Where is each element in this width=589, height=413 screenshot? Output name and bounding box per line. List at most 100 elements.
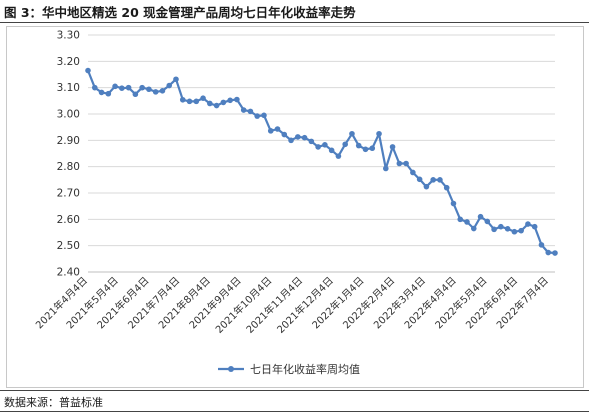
chart-frame xyxy=(6,26,584,388)
data-point xyxy=(308,138,315,145)
data-point xyxy=(545,249,552,256)
x-tick-label: 2022年7月4日 xyxy=(494,274,551,331)
data-point xyxy=(342,141,348,148)
data-point xyxy=(173,76,179,83)
x-tick-label: 2022年6月4日 xyxy=(463,274,520,331)
x-tick-label: 2021年9月4日 xyxy=(186,274,243,331)
data-point xyxy=(423,183,430,190)
figure-title: 图 3：华中地区精选 20 现金管理产品周均七日年化收益率走势 xyxy=(4,5,356,20)
data-point xyxy=(295,134,301,140)
data-point xyxy=(85,67,91,74)
data-point xyxy=(274,126,281,132)
data-point xyxy=(349,130,355,137)
data-point xyxy=(511,228,518,235)
data-point xyxy=(213,102,220,109)
data-point xyxy=(240,107,247,113)
data-point xyxy=(437,177,443,183)
data-source: 数据来源：普益标准 xyxy=(4,396,103,409)
y-tick-label: 3.10 xyxy=(57,82,80,94)
data-point xyxy=(396,160,403,167)
data-point xyxy=(179,96,186,103)
y-tick-label: 2.90 xyxy=(57,135,80,147)
data-point xyxy=(504,226,511,232)
data-point xyxy=(362,146,369,153)
y-tick-label: 2.70 xyxy=(57,188,80,200)
data-point xyxy=(538,242,545,248)
data-point xyxy=(443,184,450,191)
data-point xyxy=(376,130,382,137)
data-point xyxy=(247,108,254,115)
data-point xyxy=(410,169,416,176)
x-tick-label: 2021年4月4日 xyxy=(33,274,90,331)
y-tick-label: 2.80 xyxy=(57,161,80,173)
data-point xyxy=(281,131,288,138)
x-tick-label: 2021年5月4日 xyxy=(63,274,120,331)
x-tick-label: 2022年4月4日 xyxy=(401,274,458,331)
data-point xyxy=(98,89,105,96)
data-point xyxy=(112,83,118,90)
y-tick-label: 3.30 xyxy=(57,30,80,42)
y-tick-label: 3.00 xyxy=(57,109,80,121)
data-point xyxy=(491,226,497,233)
legend: 七日年化收益率周均值 xyxy=(218,362,360,376)
data-point xyxy=(125,84,132,91)
data-point xyxy=(132,91,139,98)
series-markers xyxy=(85,67,558,256)
source-rule xyxy=(0,390,589,391)
data-point xyxy=(464,219,470,225)
data-point xyxy=(403,160,409,167)
data-point xyxy=(267,128,274,134)
data-point xyxy=(389,144,396,150)
data-point xyxy=(193,98,200,105)
x-tick-label: 2022年1月4日 xyxy=(309,274,366,331)
data-point xyxy=(355,142,362,149)
data-point xyxy=(261,112,267,119)
y-tick-label: 2.60 xyxy=(57,214,80,226)
data-point xyxy=(152,89,159,95)
data-point xyxy=(234,96,240,103)
data-point xyxy=(200,95,206,101)
y-tick-label: 2.50 xyxy=(57,240,80,252)
title-rule xyxy=(0,22,589,23)
data-point xyxy=(220,99,227,106)
data-point xyxy=(382,165,389,172)
data-point xyxy=(484,218,491,225)
data-point xyxy=(430,177,436,183)
x-tick-label: 2021年7月4日 xyxy=(125,274,182,331)
data-point xyxy=(416,176,423,183)
data-point xyxy=(518,227,524,234)
x-tick-label: 2022年2月4日 xyxy=(340,274,397,331)
data-point xyxy=(207,100,213,107)
data-point xyxy=(91,84,98,91)
y-tick-label: 2.40 xyxy=(57,267,80,279)
y-tick-label: 3.20 xyxy=(57,56,80,68)
data-point xyxy=(477,213,484,220)
data-point xyxy=(369,145,376,152)
data-point xyxy=(335,153,342,159)
bottom-rule xyxy=(0,411,589,412)
gridlines xyxy=(88,34,555,273)
legend-marker xyxy=(228,366,234,372)
data-point xyxy=(159,88,166,94)
data-point xyxy=(552,250,558,256)
data-point xyxy=(105,90,112,97)
data-point xyxy=(322,142,328,148)
x-tick-label: 2021年6月4日 xyxy=(94,274,151,331)
data-point xyxy=(139,84,145,91)
x-tick-label: 2021年8月4日 xyxy=(156,274,213,331)
data-point xyxy=(227,97,233,104)
data-point xyxy=(450,200,457,207)
data-point xyxy=(498,223,504,230)
legend-label: 七日年化收益率周均值 xyxy=(250,362,360,376)
data-point xyxy=(328,147,335,154)
x-tick-label: 2022年3月4日 xyxy=(371,274,428,331)
data-point xyxy=(457,216,464,223)
data-point xyxy=(166,82,173,89)
data-point xyxy=(470,225,477,232)
data-point xyxy=(254,113,261,119)
data-point xyxy=(146,86,152,93)
data-point xyxy=(301,134,308,141)
data-point xyxy=(186,98,193,105)
data-point xyxy=(288,137,294,144)
